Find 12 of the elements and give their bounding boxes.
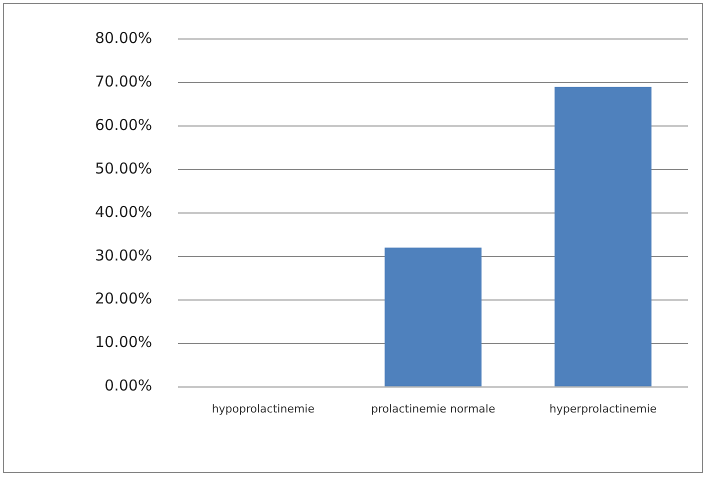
y-tick-label: 0.00% <box>104 376 152 395</box>
y-tick-label: 10.00% <box>94 333 152 352</box>
y-tick-label: 50.00% <box>94 159 152 178</box>
x-tick-label: hyperprolactinemie <box>549 402 657 416</box>
y-tick-label: 80.00% <box>94 28 152 47</box>
y-tick-label: 20.00% <box>94 290 152 308</box>
y-tick-label: 60.00% <box>94 116 152 134</box>
x-tick-label: prolactinemie normale <box>370 402 496 416</box>
y-tick-label: 70.00% <box>94 72 152 90</box>
y-tick-label: 30.00% <box>94 246 152 264</box>
x-tick-label: hypoprolactinemie <box>212 402 315 416</box>
y-tick-label: 40.00% <box>94 202 152 221</box>
